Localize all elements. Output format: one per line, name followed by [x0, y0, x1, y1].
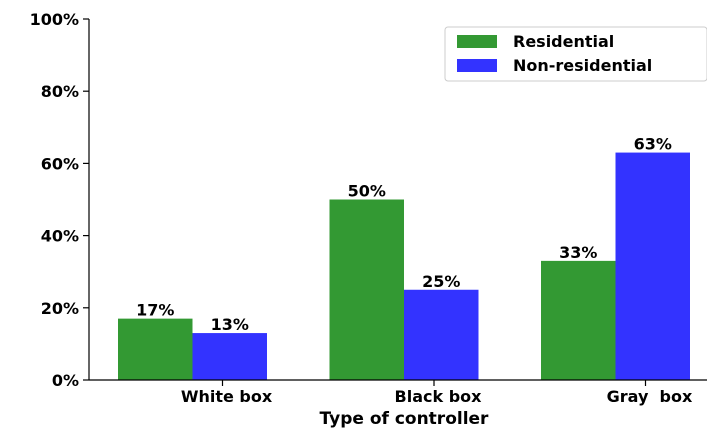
legend-label: Residential — [513, 32, 614, 51]
legend-label: Non-residential — [513, 56, 652, 75]
y-tick-label: 100% — [30, 10, 79, 29]
legend-swatch — [457, 59, 497, 72]
y-tick-label: 20% — [41, 299, 79, 318]
legend-swatch — [457, 35, 497, 48]
legend-box — [444, 26, 707, 82]
y-ticks-group: 0% 20% 40% 60% 80% 100% — [30, 10, 89, 390]
data-label: 13% — [211, 315, 249, 334]
bar-residential-2 — [329, 199, 404, 380]
y-tick-label: 0% — [52, 371, 79, 390]
bars-group — [118, 152, 690, 380]
x-tick-label: Black box — [395, 387, 483, 406]
bar-non-residential-2 — [404, 289, 479, 380]
x-axis-title: Type of controller — [320, 409, 490, 428]
x-ticks-group: White box Black box Gray box — [181, 380, 693, 406]
x-tick-label: White box — [181, 387, 273, 406]
bar-non-residential-3 — [615, 152, 690, 380]
axes-group — [88, 19, 707, 381]
x-tick-label: Gray box — [607, 387, 693, 406]
bar-residential-3 — [541, 260, 616, 380]
data-label: 50% — [348, 182, 386, 201]
legend: Residential Non-residential — [444, 26, 707, 82]
data-label: 17% — [136, 301, 174, 320]
data-labels-group: 17% 13% 50% 25% 33% 63% — [136, 135, 672, 335]
y-tick-label: 80% — [41, 82, 79, 101]
bar-non-residential-1 — [192, 333, 267, 380]
y-tick-label: 40% — [41, 227, 79, 246]
y-tick-label: 60% — [41, 154, 79, 173]
data-label: 33% — [559, 243, 597, 262]
data-label: 25% — [422, 272, 460, 291]
data-label: 63% — [634, 135, 672, 154]
bar-residential-1 — [118, 318, 193, 380]
